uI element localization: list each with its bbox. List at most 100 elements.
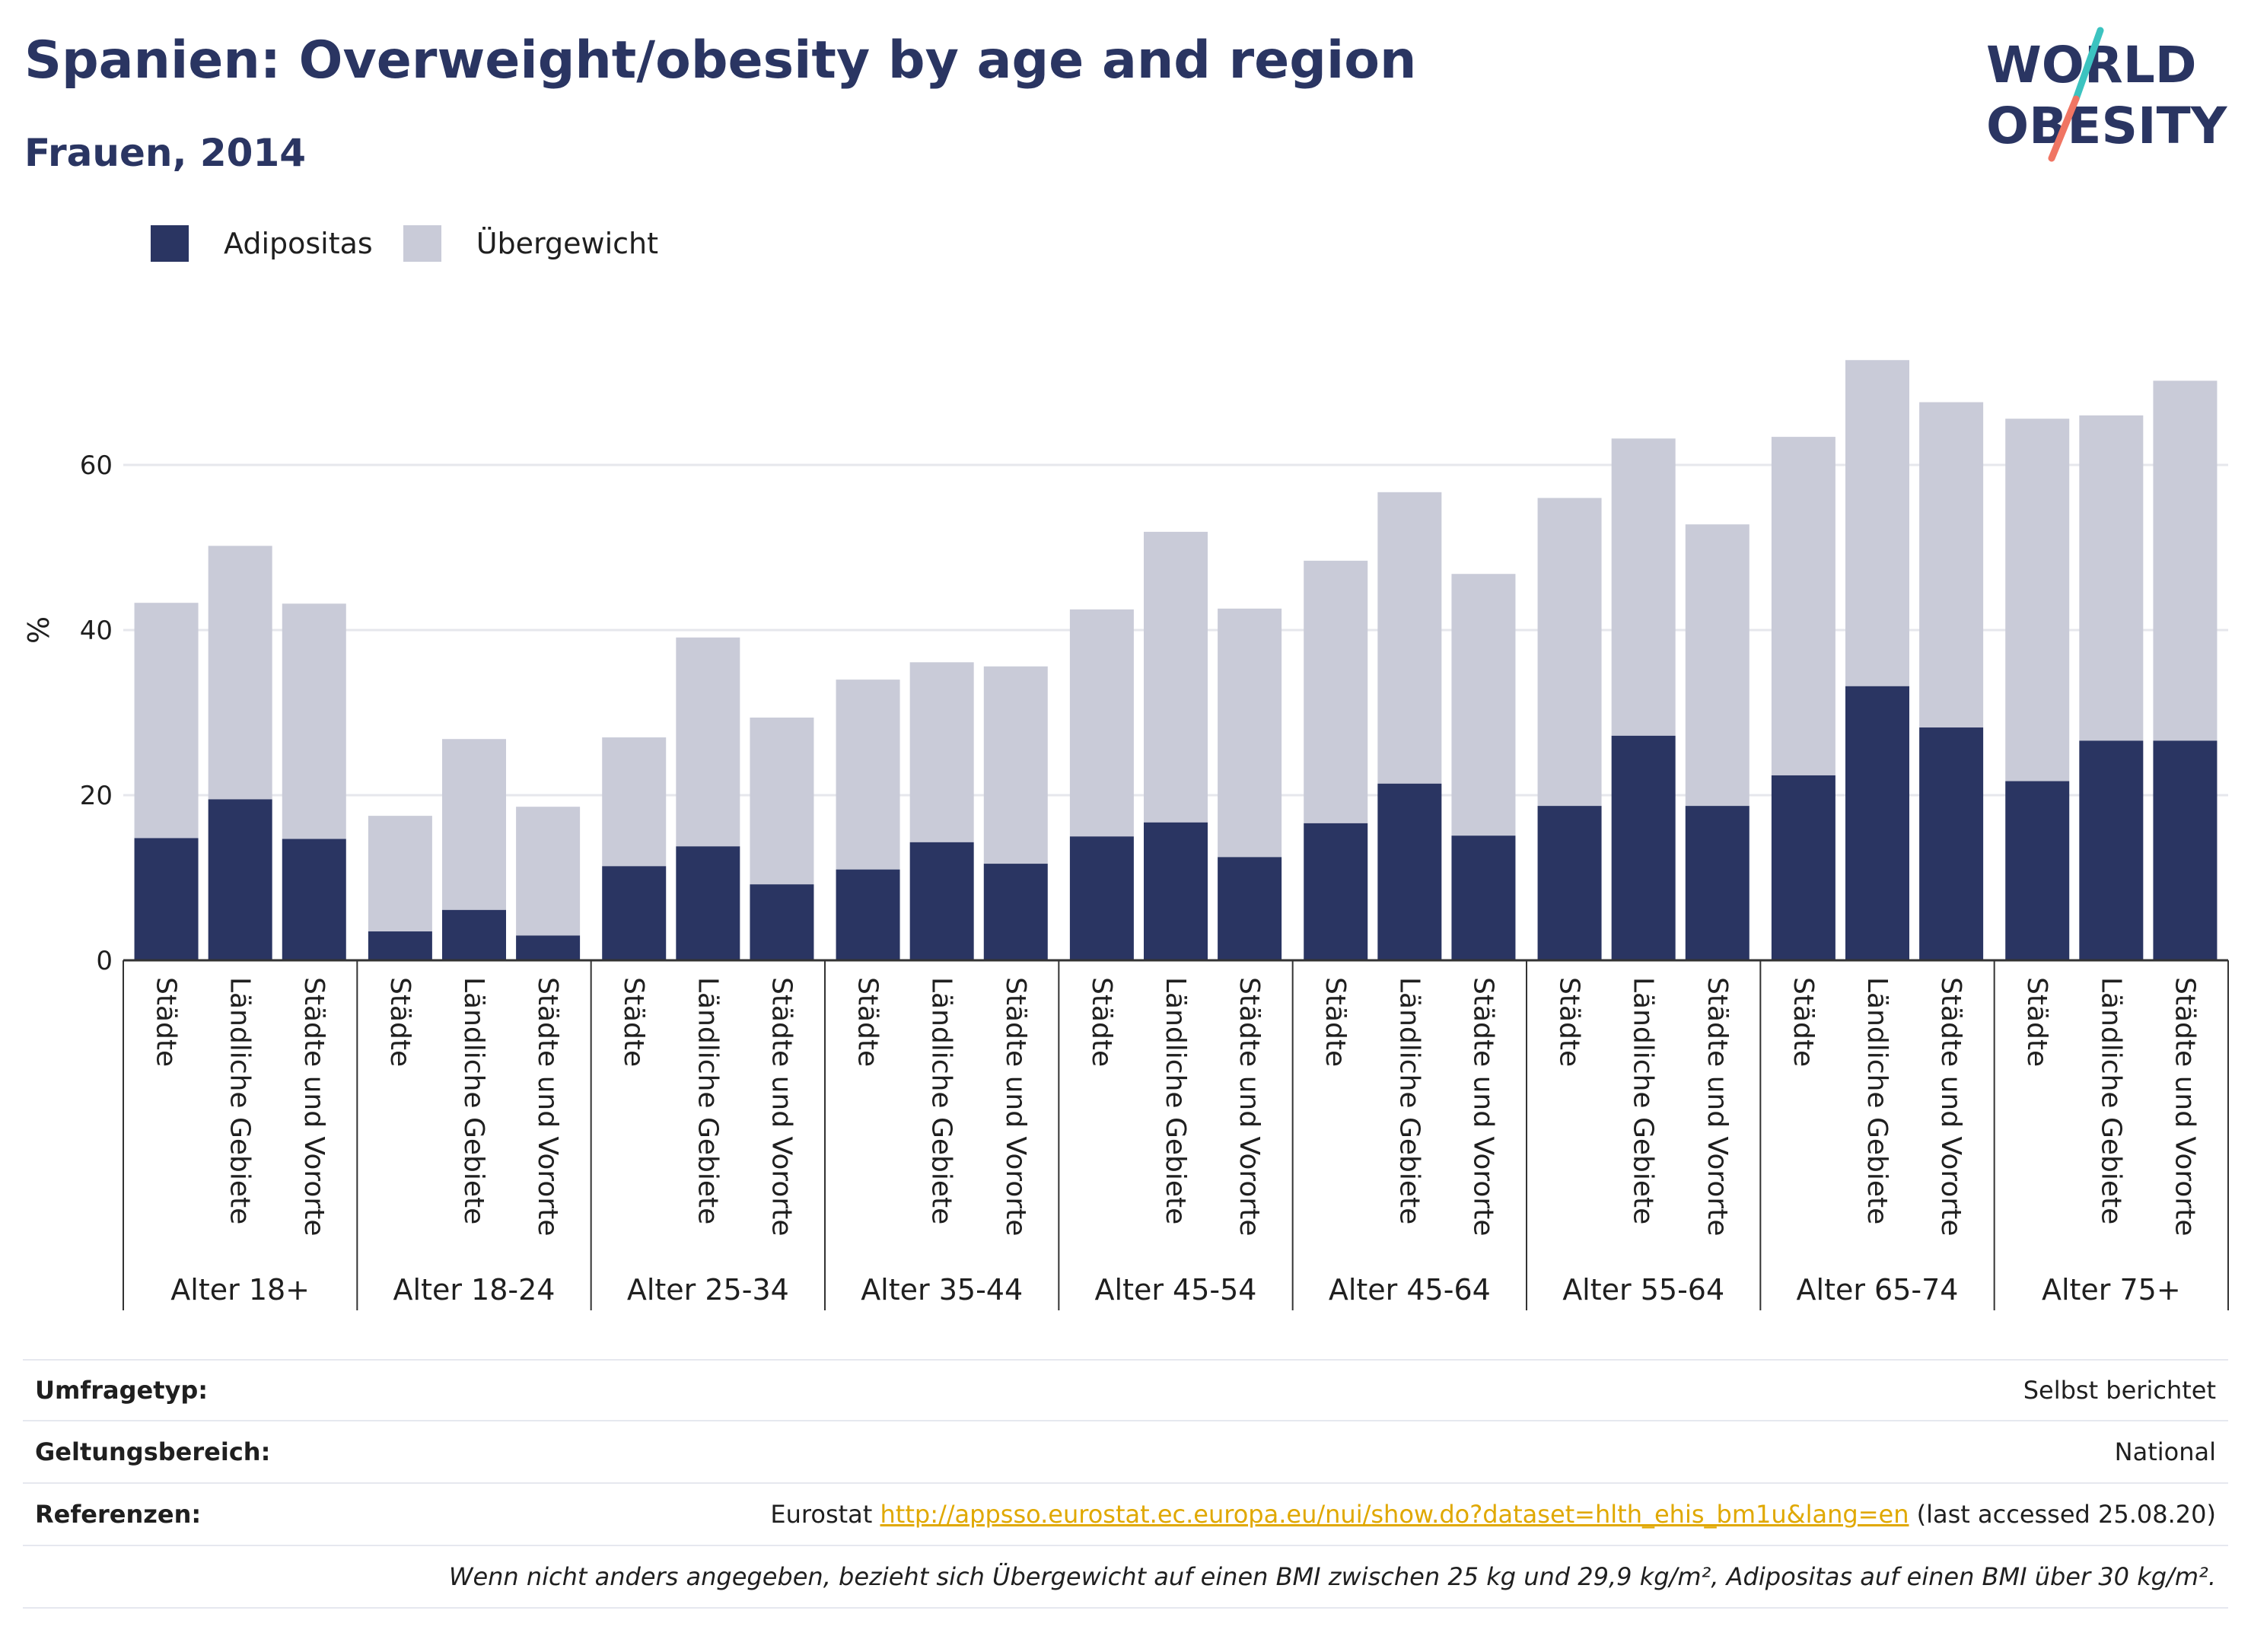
bar-overweight (1377, 492, 1442, 784)
group-label: Alter 55-64 (1562, 1273, 1724, 1307)
bar-obesity (1304, 823, 1368, 960)
group-label: Alter 18-24 (393, 1273, 556, 1307)
y-tick-label: 0 (96, 946, 113, 976)
bar-overweight (2005, 419, 2070, 781)
x-tick-label: Städte (852, 977, 884, 1067)
bar-obesity (208, 799, 272, 960)
world-obesity-logo: WORLD OBESITY (1986, 27, 2228, 162)
x-tick-label: Ländliche Gebiete (1160, 977, 1191, 1224)
group-label: Alter 35-44 (861, 1273, 1023, 1307)
bar-overweight (1069, 609, 1134, 837)
y-tick-label: 20 (80, 781, 113, 811)
group-label: Alter 18+ (170, 1273, 310, 1307)
bar-obesity (676, 846, 740, 960)
group-label: Alter 25-34 (627, 1273, 789, 1307)
bar-obesity (1377, 783, 1442, 960)
bar-obesity (836, 869, 900, 960)
bar-overweight (1771, 437, 1836, 775)
references-value: Eurostat http://appsso.eurostat.ec.europ… (770, 1500, 2216, 1529)
bar-obesity (442, 909, 506, 960)
x-tick-label: Ländliche Gebiete (1628, 977, 1659, 1224)
logo-slash-coral (2048, 95, 2080, 162)
legend-item-overweight[interactable]: Übergewicht (403, 225, 658, 262)
references-label: Referenzen: (35, 1500, 202, 1529)
bar-obesity (2153, 740, 2218, 960)
x-tick-label: Städte und Vororte (298, 977, 330, 1236)
page-title: Spanien: Overweight/obesity by age and r… (24, 30, 1417, 91)
references-suffix: (last accessed 25.08.20) (1916, 1500, 2216, 1529)
bar-overweight (1611, 438, 1676, 736)
bar-obesity (1771, 775, 1836, 960)
stacked-bar-chart: 0 20 40 60% Städte Ländliche Gebiete Städte un… (22, 360, 2229, 1310)
bar-overweight (134, 603, 199, 839)
bar-overweight (1451, 574, 1516, 836)
logo-slash-teal (2072, 27, 2104, 103)
scope-value: National (2114, 1437, 2216, 1466)
scope-label: Geltungsbereich: (35, 1437, 271, 1466)
survey-type-value: Selbst berichtet (2023, 1376, 2216, 1405)
bar-overweight (2079, 415, 2144, 741)
bar-overweight (750, 718, 814, 885)
references-link[interactable]: http://appsso.eurostat.ec.europa.eu/nui/… (880, 1500, 1909, 1529)
bar-overweight (1144, 531, 1208, 823)
bar-overweight (676, 637, 740, 847)
info-row-scope: Geltungsbereich: National (23, 1421, 2228, 1484)
legend-label-overweight: Übergewicht (476, 227, 658, 260)
group-label: Alter 45-64 (1329, 1273, 1491, 1307)
x-tick-label: Städte und Vororte (1467, 977, 1498, 1236)
x-tick-label: Ländliche Gebiete (224, 977, 256, 1224)
bar-obesity (1451, 836, 1516, 960)
bmi-note: Wenn nicht anders angegeben, bezieht sic… (448, 1562, 2216, 1591)
bar-overweight (909, 662, 974, 842)
info-table: Umfragetyp: Selbst berichtet Geltungsber… (23, 1359, 2228, 1609)
bar-overweight (282, 603, 346, 839)
references-prefix: Eurostat (770, 1500, 873, 1529)
bar-overweight (1537, 498, 1602, 807)
bar-overweight (442, 739, 506, 910)
x-tick-label: Ländliche Gebiete (692, 977, 723, 1224)
bar-overweight (836, 680, 900, 870)
x-tick-label: Ländliche Gebiete (1861, 977, 1893, 1224)
group-label: Alter 65-74 (1797, 1273, 1959, 1307)
x-tick-label: Ländliche Gebiete (2095, 977, 2126, 1224)
bar-obesity (282, 839, 346, 960)
x-tick-label: Städte (384, 977, 415, 1067)
bar-obesity (1845, 686, 1909, 960)
bar-overweight (602, 737, 667, 867)
bar-overweight (1685, 524, 1750, 807)
info-row-survey: Umfragetyp: Selbst berichtet (23, 1359, 2228, 1421)
bar-obesity (1144, 822, 1208, 960)
x-tick-label: Ländliche Gebiete (458, 977, 489, 1224)
bar-obesity (1537, 806, 1602, 960)
legend-item-obesity[interactable]: Adipositas (151, 225, 373, 262)
info-row-references: Referenzen: Eurostat http://appsso.euros… (23, 1484, 2228, 1546)
legend-swatch-obesity (151, 225, 189, 262)
x-tick-label: Städte (1554, 977, 1585, 1067)
x-tick-label: Ländliche Gebiete (1393, 977, 1425, 1224)
x-tick-label: Städte und Vororte (1935, 977, 1966, 1236)
bar-obesity (602, 866, 667, 960)
bar-obesity (368, 931, 432, 960)
bar-overweight (1304, 560, 1368, 823)
logo-text-obesity: OBESITY (1986, 97, 2228, 155)
x-tick-label: Städte (1788, 977, 1819, 1067)
page-subtitle: Frauen, 2014 (24, 131, 307, 175)
legend-label-obesity: Adipositas (224, 227, 373, 260)
bar-overweight (983, 666, 1048, 864)
bar-obesity (1218, 857, 1282, 960)
bar-overweight (1919, 402, 1984, 728)
chart-legend: Adipositas Übergewicht (151, 225, 689, 262)
bar-obesity (1069, 836, 1134, 960)
x-tick-label: Städte und Vororte (532, 977, 563, 1236)
bar-overweight (1218, 608, 1282, 858)
bar-obesity (750, 884, 814, 960)
bar-obesity (2079, 740, 2144, 960)
x-tick-label: Ländliche Gebiete (926, 977, 957, 1224)
group-label: Alter 45-54 (1095, 1273, 1257, 1307)
bar-obesity (2005, 781, 2070, 960)
bar-obesity (134, 838, 199, 960)
bar-obesity (983, 864, 1048, 960)
x-tick-label: Städte (618, 977, 649, 1067)
bar-obesity (909, 842, 974, 960)
bar-obesity (1611, 735, 1676, 960)
